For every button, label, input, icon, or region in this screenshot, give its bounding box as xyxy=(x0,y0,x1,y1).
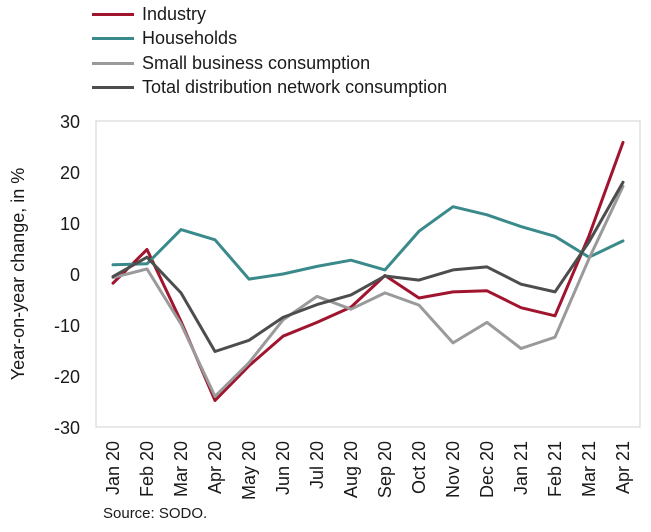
legend: Industry Households Small business consu… xyxy=(92,2,447,100)
series-line-households xyxy=(111,205,625,281)
legend-item-industry: Industry xyxy=(92,2,447,27)
legend-label-households: Households xyxy=(142,28,238,49)
x-tick-label: Jan 21 xyxy=(511,441,531,495)
x-tick-label: Apr 21 xyxy=(613,441,633,494)
x-tick-label: May 20 xyxy=(239,441,259,500)
x-tick-label: Jan 20 xyxy=(103,441,123,495)
y-tick-label: 10 xyxy=(60,214,80,234)
y-tick-label: -30 xyxy=(54,418,80,438)
x-axis-ticks: Jan 20 Feb 20 Mar 20 Apr 20 May 20 Jun 20 Jul … xyxy=(103,441,633,500)
x-tick-label: Feb 20 xyxy=(137,441,157,497)
y-tick-label: 20 xyxy=(60,163,80,183)
x-tick-label: Dec 20 xyxy=(477,441,497,498)
legend-label-industry: Industry xyxy=(142,3,207,24)
series-line-total-distribution-network-consumption xyxy=(111,180,625,353)
series-line-small-business-consumption xyxy=(111,184,625,398)
x-tick-label: Jun 20 xyxy=(273,441,293,495)
x-tick-label: Apr 20 xyxy=(205,441,225,494)
plot-area-frame xyxy=(95,120,641,428)
series-lines xyxy=(111,140,625,402)
x-tick-label: Sep 20 xyxy=(375,441,395,498)
y-axis-label: Year-on-year change, in % xyxy=(8,168,28,380)
legend-label-total-network: Total distribution network consumption xyxy=(142,77,448,98)
series-line-industry xyxy=(111,140,625,402)
y-tick-label: 0 xyxy=(70,265,80,285)
legend-swatch-total-network xyxy=(92,86,134,90)
legend-item-total-network: Total distribution network consumption xyxy=(92,76,447,101)
x-tick-label: Aug 20 xyxy=(341,441,361,498)
legend-swatch-industry xyxy=(92,12,134,16)
legend-item-small-business: Small business consumption xyxy=(92,51,447,76)
x-tick-label: Feb 21 xyxy=(545,441,565,497)
x-tick-label: Jul 20 xyxy=(307,441,327,489)
x-tick-label: Mar 21 xyxy=(579,441,599,497)
y-tick-label: -20 xyxy=(54,367,80,387)
legend-swatch-households xyxy=(92,37,134,41)
y-tick-label: -10 xyxy=(54,316,80,336)
legend-label-small-business: Small business consumption xyxy=(142,52,371,73)
legend-swatch-small-business xyxy=(92,61,134,65)
source-note: Source: SODO. xyxy=(103,505,208,522)
y-axis-ticks: 30 20 10 0 -10 -20 -30 xyxy=(54,112,80,438)
x-tick-label: Oct 20 xyxy=(409,441,429,494)
y-tick-label: 30 xyxy=(60,112,80,132)
x-tick-label: Nov 20 xyxy=(443,441,463,498)
x-tick-label: Mar 20 xyxy=(171,441,191,497)
legend-item-households: Households xyxy=(92,27,447,52)
